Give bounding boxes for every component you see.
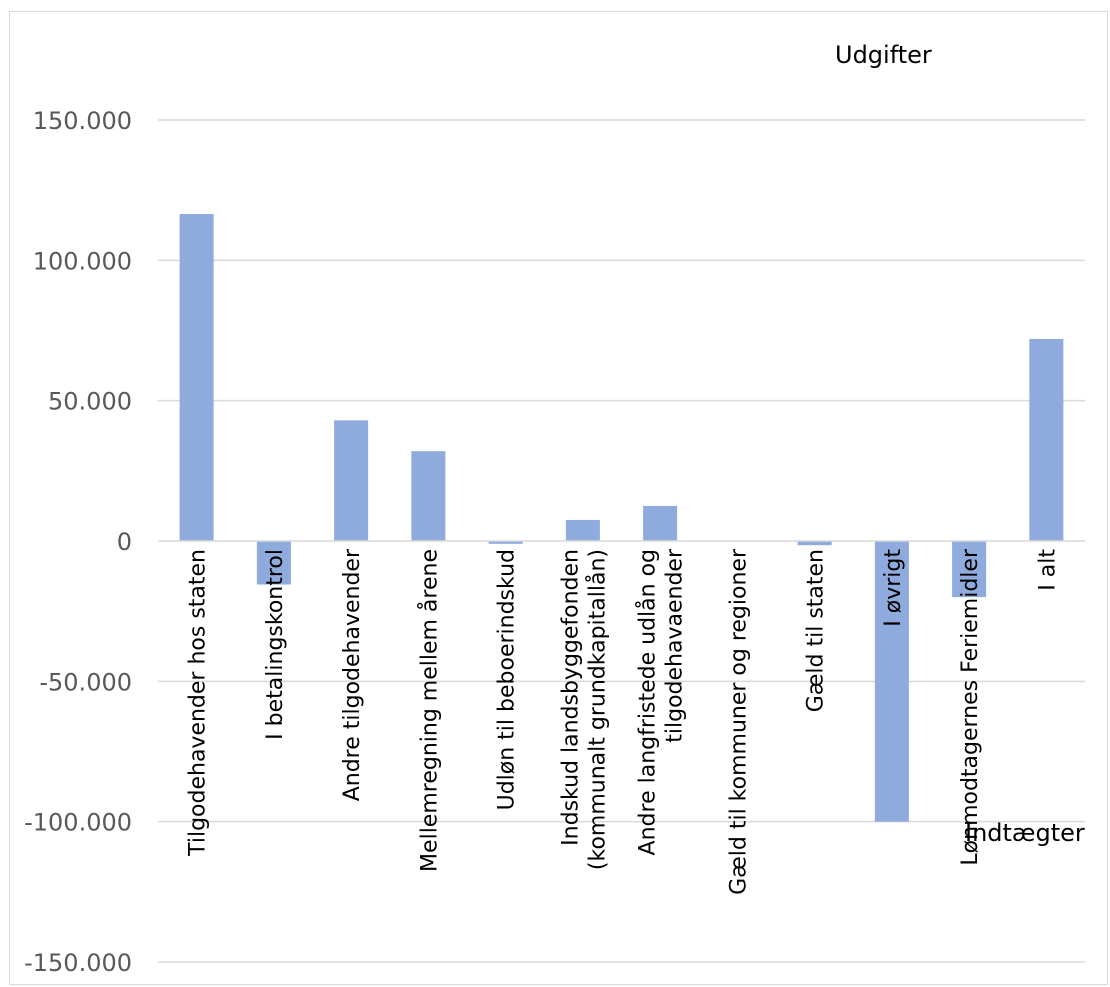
y-axis-tick-labels: 150.000 100.000 50.000 0 -50.000 -100.000 -150…	[24, 107, 132, 977]
category-label: Gæld til kommuner og regioner	[726, 548, 751, 895]
y-tick-label: -100.000	[24, 809, 132, 837]
y-tick-label: 50.000	[48, 388, 132, 416]
y-tick-label: 0	[117, 528, 132, 556]
category-label: I øvrigt	[881, 549, 906, 627]
y-tick-label: 150.000	[33, 107, 132, 135]
category-label: Gæld til staten	[804, 549, 829, 712]
category-label: tilgodehavaender	[663, 548, 688, 743]
bar	[411, 451, 445, 541]
bar	[643, 506, 677, 541]
annotation-udgifter: Udgifter	[835, 41, 932, 69]
bar	[334, 420, 368, 541]
annotation-indtaegter: Indtægter	[965, 819, 1085, 847]
category-label: Mellemregning mellem årene	[416, 549, 442, 872]
category-label: (kommunalt grundkapitallån)	[584, 549, 610, 870]
category-label: Andre tilgodehavender	[340, 548, 365, 801]
y-tick-label: 100.000	[33, 247, 132, 275]
category-label: Indskud landsbyggefonden	[558, 549, 583, 846]
category-label: I betalingskontrol	[263, 549, 288, 740]
bar	[180, 214, 214, 541]
y-tick-label: -50.000	[39, 668, 132, 696]
bar	[1029, 339, 1063, 541]
bar	[566, 520, 600, 541]
y-tick-label: -150.000	[24, 949, 132, 977]
category-label: Udløn til beboerindskud	[495, 549, 520, 810]
category-label: Lønmodtagernes Feriemidler	[958, 548, 983, 866]
bars	[180, 214, 1064, 822]
category-label: Andre langfristede udlån og	[635, 549, 661, 855]
category-labels: Tilgodehavender hos staten I betalingskon…	[186, 548, 1061, 895]
category-label: I alt	[1035, 549, 1060, 591]
category-label: Tilgodehavender hos staten	[186, 549, 211, 857]
